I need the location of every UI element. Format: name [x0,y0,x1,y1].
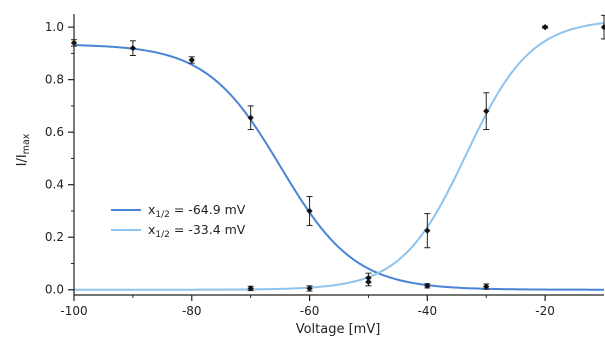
data-point-series-2 [424,227,431,234]
data-point-series-1 [129,45,137,52]
legend-1-var: x [148,202,155,217]
fit-curves [73,22,605,291]
legend-1-value: = -64.9 mV [170,202,246,217]
legend-1-sub: 1/2 [155,210,169,220]
y-axis-label-main: I/I [15,154,30,166]
data-point-series-2 [247,285,254,292]
y-axis-label-group: I/Imax [15,133,32,166]
x-tick-label: -40 [418,304,438,318]
ticks: -100 -80 -60 -40 -20 0.0 0.2 0.4 0.6 0.8 1.0 [45,20,555,318]
legend-label-2: x1/2 = -33.4 mV [148,222,246,240]
y-tick-label: 0.6 [45,125,64,139]
fit-curve-1 [73,44,605,291]
legend-2-var: x [148,222,155,237]
fit-curve-2 [74,22,605,291]
axes [73,14,604,296]
legend-2-value: = -33.4 mV [170,222,246,237]
y-tick-label: 0.2 [45,230,64,244]
y-tick-label: 0.0 [45,283,64,297]
y-tick-label: 0.8 [45,73,64,87]
data-point-series-2 [600,24,605,31]
legend: x1/2 = -64.9 mV x1/2 = -33.4 mV [111,202,246,240]
x-tick-label: -100 [60,304,87,318]
data-point-series-2 [306,285,313,292]
data-point-series-2 [541,24,549,31]
legend-2-sub: 1/2 [155,230,169,240]
data-point-series-1 [188,56,195,64]
y-tick-label: 0.4 [45,178,64,192]
x-tick-label: -60 [300,304,320,318]
legend-label-1: x1/2 = -64.9 mV [148,202,246,220]
data-point-series-1 [424,282,431,289]
y-axis-label-sub: max [21,133,32,154]
y-tick-label: 1.0 [45,20,64,34]
data-point-series-1 [483,283,490,290]
legend-entry-1: x1/2 = -64.9 mV [111,202,246,220]
x-tick-label: -20 [535,304,555,318]
data-point-series-2 [365,274,372,282]
x-tick-label: -80 [182,304,202,318]
y-axis-label: I/Imax [15,133,32,166]
data-point-series-1 [247,114,254,121]
x-axis-label: Voltage [mV] [296,322,381,337]
legend-entry-2: x1/2 = -33.4 mV [111,222,246,240]
